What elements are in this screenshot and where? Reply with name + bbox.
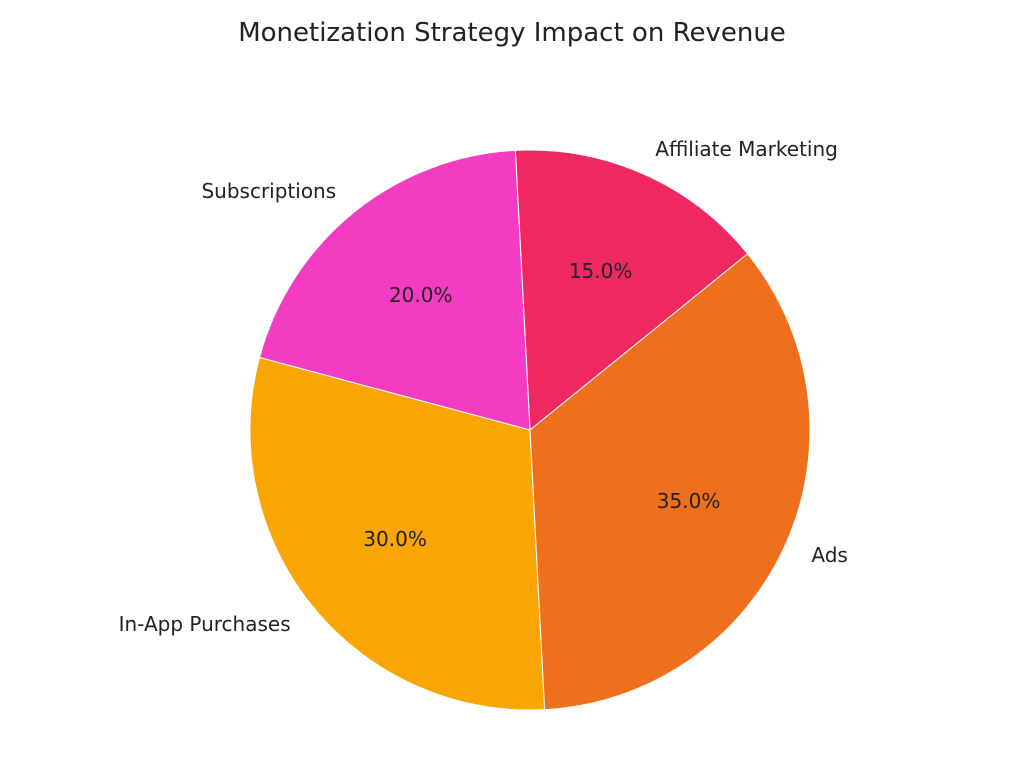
pie-slice-label: Subscriptions — [201, 179, 336, 203]
pie-slice-percent: 15.0% — [569, 259, 633, 283]
pie-slice-label: In-App Purchases — [119, 612, 291, 636]
chart-container: Monetization Strategy Impact on Revenue … — [0, 0, 1024, 780]
pie-slice-percent: 35.0% — [657, 489, 721, 513]
pie-slice-label: Affiliate Marketing — [655, 137, 838, 161]
pie-chart — [0, 0, 1024, 780]
pie-slice-percent: 30.0% — [363, 527, 427, 551]
pie-slice-percent: 20.0% — [389, 283, 453, 307]
pie-slice-label: Ads — [811, 543, 847, 567]
